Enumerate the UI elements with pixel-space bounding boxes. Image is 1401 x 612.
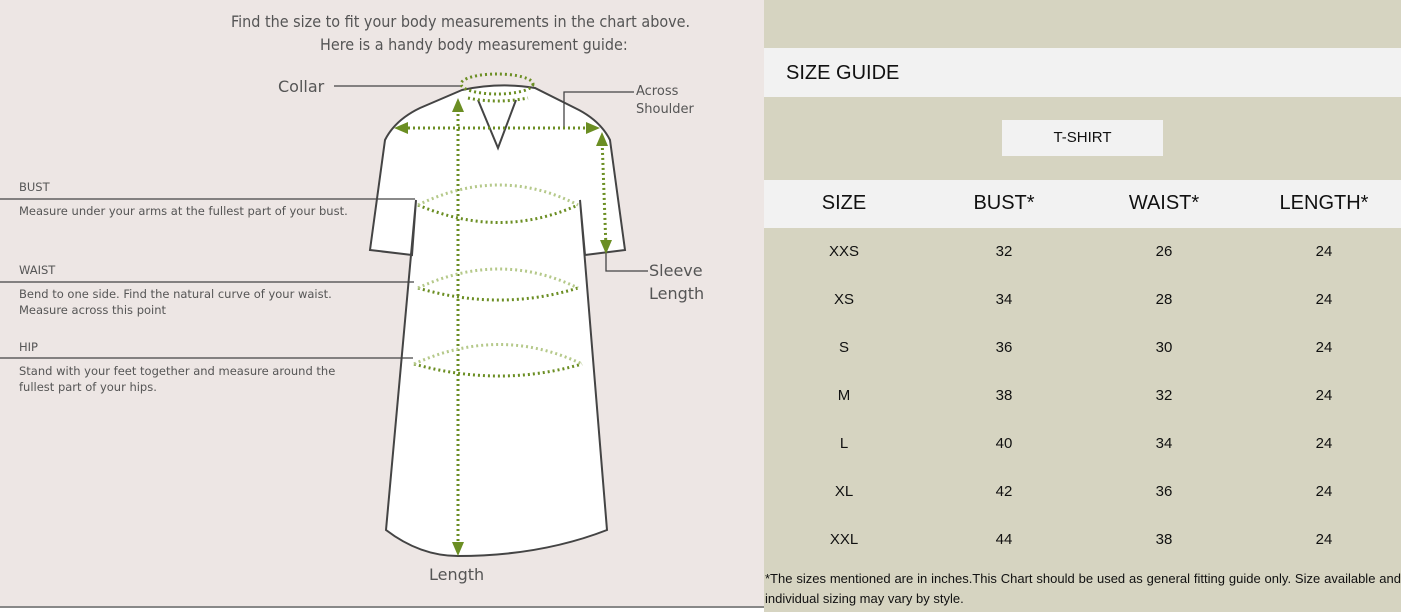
table-cell: XL [834, 483, 854, 500]
table-cell: XS [833, 291, 854, 308]
bust-desc: Measure under your arms at the fullest p… [19, 204, 348, 218]
table-cell: 24 [1315, 435, 1333, 452]
hip-desc-1: Stand with your feet together and measur… [19, 364, 336, 378]
table-cell: 36 [995, 339, 1013, 356]
table-cell: 42 [995, 483, 1013, 500]
collar-label: Collar [278, 77, 325, 96]
hip-desc-2: fullest part of your hips. [19, 380, 157, 394]
hip-title: HIP [19, 340, 38, 354]
bust-title: BUST [19, 180, 50, 194]
shirt-diagram-illustration [0, 72, 648, 558]
sleeve-length-label-1: Sleeve [649, 261, 703, 280]
table-row: XS 34 28 24 [764, 276, 1401, 324]
table-row: XXS 32 26 24 [764, 228, 1401, 276]
waist-desc-1: Bend to one side. Find the natural curve… [19, 287, 332, 301]
table-cell: 34 [995, 291, 1013, 308]
table-cell: 30 [1155, 339, 1173, 356]
column-header: SIZE [821, 192, 867, 214]
table-cell: 24 [1315, 387, 1333, 404]
table-cell: M [837, 387, 851, 404]
guide-heading-line1: Find the size to fit your body measureme… [231, 12, 691, 31]
column-header: LENGTH* [1279, 192, 1369, 214]
table-cell: 24 [1315, 483, 1333, 500]
table-row: M 38 32 24 [764, 372, 1401, 420]
column-header: WAIST* [1128, 192, 1200, 214]
size-guide-title: SIZE GUIDE [786, 62, 900, 84]
table-row: L 40 34 24 [764, 420, 1401, 468]
across-shoulder-label-2: Shoulder [636, 102, 694, 117]
table-cell: L [839, 435, 849, 452]
table-row: XL 42 36 24 [764, 468, 1401, 516]
table-cell: 26 [1155, 243, 1173, 260]
table-cell: XXS [828, 243, 859, 260]
footnote: *The sizes mentioned are in inches.This … [765, 571, 1401, 606]
length-label: Length [429, 565, 485, 584]
table-cell: 24 [1315, 243, 1333, 260]
column-header: BUST* [973, 192, 1035, 214]
table-header-row: SIZE BUST* WAIST* LENGTH* [764, 180, 1401, 228]
table-cell: 32 [1155, 387, 1173, 404]
guide-heading-line2: Here is a handy body measurement guide: [320, 35, 628, 54]
sleeve-length-label-2: Length [649, 284, 705, 303]
table-cell: 28 [1155, 291, 1173, 308]
table-cell: S [838, 339, 849, 356]
measurement-guide: Find the size to fit your body measureme… [0, 0, 764, 608]
table-cell: 24 [1315, 291, 1333, 308]
table-cell: 24 [1315, 531, 1333, 548]
table-cell: 44 [995, 531, 1013, 548]
table-cell: 36 [1155, 483, 1173, 500]
table-cell: 32 [995, 243, 1013, 260]
table-row: XXL 44 38 24 [764, 516, 1401, 564]
size-guide-table: SIZE GUIDE T-SHIRT SIZE BUST* WAIST* LENGTH… [764, 0, 1401, 612]
across-shoulder-label-1: Across [636, 84, 679, 99]
table-cell: 38 [1155, 531, 1173, 548]
table-cell: XXL [829, 531, 859, 548]
table-cell: 40 [995, 435, 1013, 452]
size-guide-title-band: SIZE GUIDE [764, 48, 1401, 97]
waist-title: WAIST [19, 263, 56, 277]
table-cell: 24 [1315, 339, 1333, 356]
category-tab-tshirt[interactable]: T-SHIRT [1002, 120, 1163, 156]
table-cell: 34 [1155, 435, 1173, 452]
table-cell: 38 [995, 387, 1013, 404]
waist-desc-2: Measure across this point [19, 303, 167, 317]
table-row: S 36 30 24 [764, 324, 1401, 372]
